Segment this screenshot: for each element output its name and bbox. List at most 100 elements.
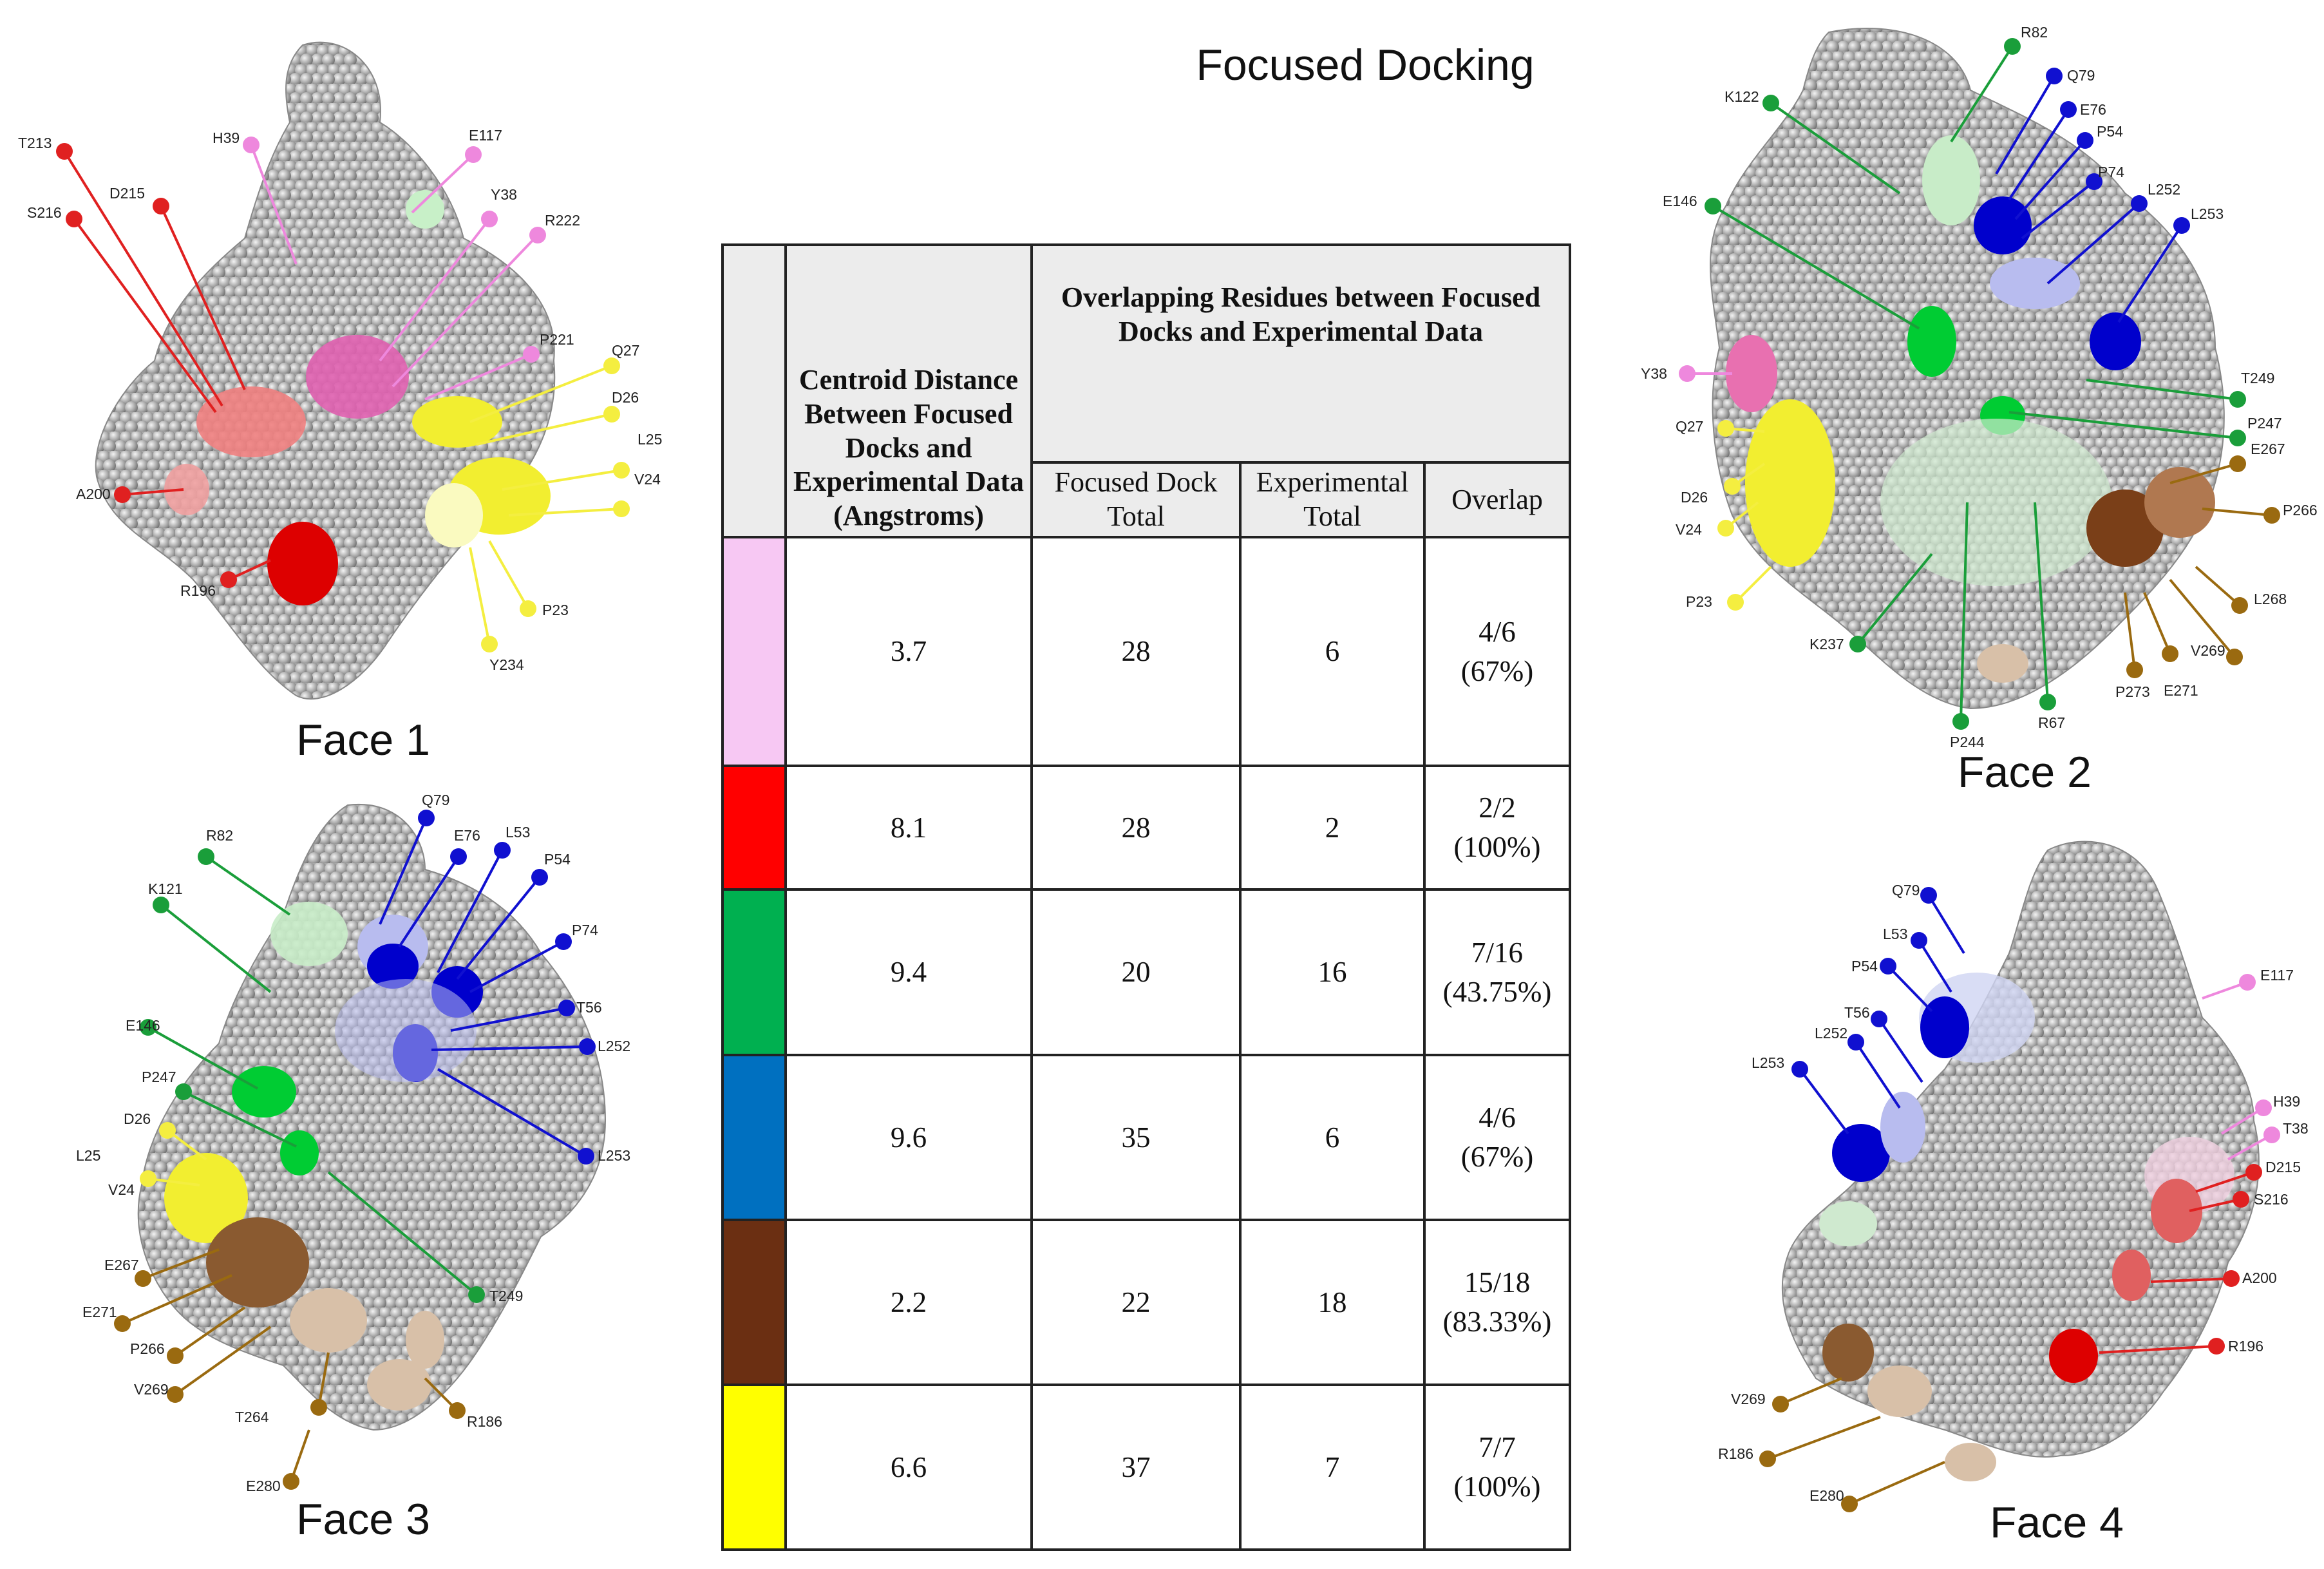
face2-blue-patch: [1974, 196, 2032, 254]
face3-residue-label: Q79: [422, 792, 449, 808]
face2-protein-surface: [1710, 28, 2225, 710]
header-centroid-distance: Centroid Distance Between Focused Docks …: [784, 243, 1033, 538]
focused-dock-total-cell: 37: [1030, 1384, 1242, 1551]
face3-blue-patch: [367, 944, 419, 989]
color-swatch: [721, 536, 787, 767]
face2-residue-label: E267: [2251, 441, 2285, 457]
face4-residue-label: V269: [1731, 1391, 1766, 1407]
subheader-overlap: Overlap: [1423, 461, 1571, 538]
experimental-total-cell: 16: [1239, 888, 1426, 1056]
face2-residue-label: E146: [1663, 193, 1697, 209]
focused-dock-total-cell: 35: [1030, 1054, 1242, 1221]
face1-label: Face 1: [296, 716, 430, 765]
face1-residue-label: R222: [545, 212, 580, 229]
face2-green-patch: [1907, 306, 1956, 377]
face3-residue-label: P54: [544, 851, 571, 868]
experimental-total-cell: 7: [1239, 1384, 1426, 1551]
face3-residue-label: L252: [598, 1038, 630, 1054]
face3-residue-label: E146: [126, 1017, 160, 1034]
face4-residue-label: H39: [2273, 1093, 2300, 1110]
face3-residue-label: K121: [148, 880, 183, 897]
face2-residue-label: V24: [1676, 521, 1702, 538]
table-row: 8.1 28 2 2/2 (100%): [721, 765, 1571, 891]
face2-brown-patch: [2086, 490, 2164, 567]
face2-label: Face 2: [1958, 748, 2092, 797]
face1-red-patch: [267, 522, 338, 605]
overlap-cell: 7/7 (100%): [1423, 1384, 1571, 1551]
face1-residue-label: V24: [634, 471, 661, 488]
face2-molecule-image: R82 Q79 K122 E76 P54 P74 L252 L253 E146 …: [1641, 24, 2318, 750]
face1-salmon-patch: [196, 386, 306, 457]
face2-residue-label: E271: [2164, 682, 2198, 699]
face3-residue-label: T264: [235, 1409, 269, 1425]
face4-residue-label: E117: [2260, 967, 2294, 984]
color-swatch: [721, 888, 787, 1056]
face4-residue-label: L252: [1815, 1025, 1847, 1041]
experimental-total-cell: 18: [1239, 1219, 1426, 1386]
face3-residue-label: L253: [598, 1147, 630, 1164]
face1-residue-label: R196: [180, 582, 216, 599]
face2-residue-label: L252: [2148, 181, 2180, 198]
face1-residue-label: L25: [638, 431, 662, 448]
face2-residue-label: P273: [2115, 683, 2150, 700]
face2-residue-label: K237: [1809, 636, 1844, 652]
face1-residue-label: S216: [27, 204, 62, 221]
face3-residue-label: D26: [124, 1110, 151, 1127]
face1-residue-label: D215: [109, 185, 145, 202]
face4-residue-label: L53: [1883, 926, 1907, 942]
face2-residue-label: E76: [2080, 101, 2106, 118]
face2-residue-label: Q79: [2067, 67, 2095, 84]
face1-residue-label: H39: [213, 129, 240, 146]
face4-molecule-image: Q79 L53 P54 T56 L252 L253 E117 H39 T38 D…: [1718, 841, 2309, 1512]
face4-residue-label: S216: [2254, 1191, 2289, 1208]
overlap-cell: 2/2 (100%): [1423, 765, 1571, 891]
focused-dock-total-cell: 22: [1030, 1219, 1242, 1386]
face3-protein-surface: [137, 803, 607, 1431]
face4-panel: Q79 L53 P54 T56 L252 L253 E117 H39 T38 D…: [1687, 824, 2318, 1565]
face1-residue-label: Q27: [612, 342, 639, 359]
face2-residue-label: Y38: [1641, 365, 1667, 382]
face3-residue-label: P266: [130, 1340, 165, 1357]
face4-residue-label: L253: [1752, 1054, 1784, 1071]
table-row: 2.2 22 18 15/18 (83.33%): [721, 1219, 1571, 1386]
color-swatch: [721, 765, 787, 891]
face4-red-patch: [2151, 1179, 2202, 1243]
overlap-cell: 4/6 (67%): [1423, 1054, 1571, 1221]
subheader-experimental-total: Experimental Total: [1239, 461, 1426, 538]
face2-residue-label: L253: [2191, 205, 2224, 222]
face3-residue-label: R82: [206, 827, 233, 844]
face3-brown-patch: [206, 1217, 309, 1308]
face3-residue-label: E76: [454, 827, 480, 844]
centroid-distance-cell: 6.6: [784, 1384, 1033, 1551]
face2-yellow-patch: [1745, 399, 1835, 567]
focused-dock-total-cell: 28: [1030, 536, 1242, 767]
face3-residue-label: T249: [489, 1288, 523, 1304]
face2-residue-label: R67: [2038, 714, 2065, 731]
subheader-focused-dock-total: Focused Dock Total: [1030, 461, 1242, 538]
table-row: 3.7 28 6 4/6 (67%): [721, 536, 1571, 767]
face3-label: Face 3: [296, 1495, 430, 1544]
face1-residue-label: E117: [469, 127, 502, 144]
color-swatch: [721, 1219, 787, 1386]
face3-residue-label: V269: [134, 1381, 169, 1398]
face2-residue-label: P23: [1686, 593, 1712, 610]
table-corner-cell: [721, 243, 787, 538]
face4-blue-patch: [1920, 996, 1969, 1058]
face3-residue-label: E271: [82, 1304, 117, 1320]
face4-residue-label: R186: [1718, 1445, 1753, 1462]
face2-residue-label: R82: [2021, 24, 2048, 41]
face4-residue-label: Q79: [1892, 882, 1920, 899]
face3-residue-label: L25: [76, 1147, 100, 1164]
focused-dock-total-cell: 28: [1030, 765, 1242, 891]
face1-residue-label: A200: [76, 486, 111, 502]
centroid-distance-cell: 8.1: [784, 765, 1033, 891]
face4-residue-label: D215: [2265, 1159, 2301, 1175]
face3-panel: Q79 R82 E76 L53 P54 K121 P74 T56 L252 E1…: [52, 786, 695, 1559]
face4-residue-label: R196: [2228, 1338, 2263, 1355]
docking-results-table: Centroid Distance Between Focused Docks …: [721, 243, 1571, 1551]
table-subheader-row: Focused Dock Total Experimental Total Ov…: [723, 461, 1571, 538]
experimental-total-cell: 2: [1239, 765, 1426, 891]
face2-residue-label: P247: [2247, 415, 2282, 432]
face4-residue-label: E280: [1809, 1487, 1844, 1504]
table-row: 6.6 37 7 7/7 (100%): [721, 1384, 1571, 1551]
